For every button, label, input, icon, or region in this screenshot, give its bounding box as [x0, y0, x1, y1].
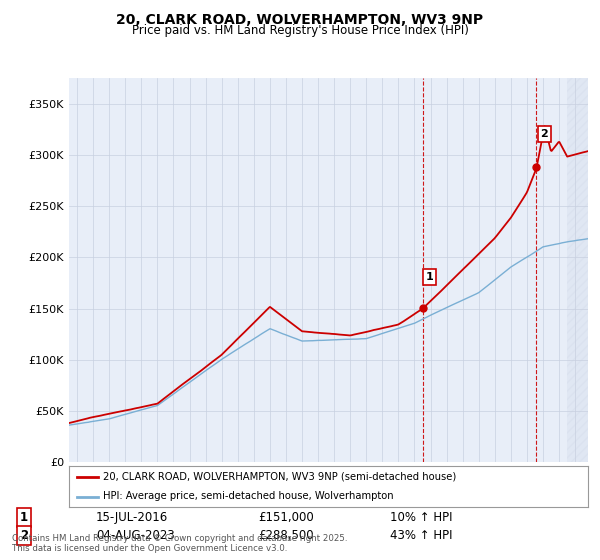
Text: Contains HM Land Registry data © Crown copyright and database right 2025.
This d: Contains HM Land Registry data © Crown c… — [12, 534, 347, 553]
Text: 2: 2 — [20, 529, 28, 542]
Text: 10% ↑ HPI: 10% ↑ HPI — [390, 511, 452, 524]
Bar — [567, 78, 588, 462]
Text: 1: 1 — [20, 511, 28, 524]
Text: 2: 2 — [541, 129, 548, 139]
Text: £288,500: £288,500 — [258, 529, 314, 542]
Text: 1: 1 — [425, 272, 433, 282]
Text: 15-JUL-2016: 15-JUL-2016 — [96, 511, 168, 524]
Text: 43% ↑ HPI: 43% ↑ HPI — [390, 529, 452, 542]
Text: £151,000: £151,000 — [258, 511, 314, 524]
Text: 04-AUG-2023: 04-AUG-2023 — [96, 529, 175, 542]
Text: 20, CLARK ROAD, WOLVERHAMPTON, WV3 9NP (semi-detached house): 20, CLARK ROAD, WOLVERHAMPTON, WV3 9NP (… — [103, 472, 456, 482]
Text: 20, CLARK ROAD, WOLVERHAMPTON, WV3 9NP: 20, CLARK ROAD, WOLVERHAMPTON, WV3 9NP — [116, 13, 484, 27]
Text: HPI: Average price, semi-detached house, Wolverhampton: HPI: Average price, semi-detached house,… — [103, 491, 394, 501]
Text: Price paid vs. HM Land Registry's House Price Index (HPI): Price paid vs. HM Land Registry's House … — [131, 24, 469, 38]
